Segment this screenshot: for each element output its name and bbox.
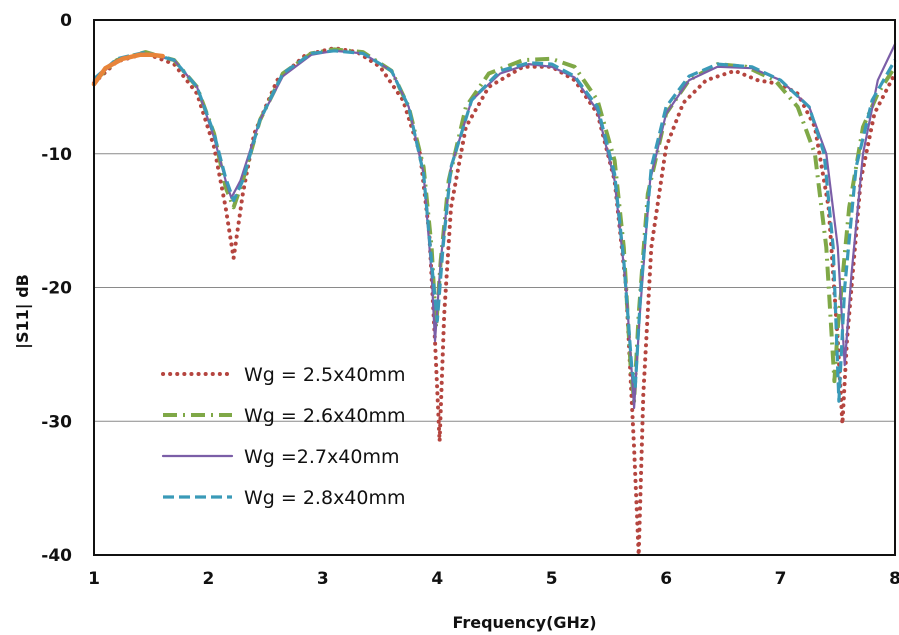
grid-lines: [94, 153, 895, 422]
legend: Wg = 2.5x40mm Wg = 2.6x40mm Wg =2.7x40mm Wg…: [161, 364, 406, 509]
legend-label-2: Wg = 2.6x40mm: [244, 405, 406, 427]
y-tick-labels: 0 -10 -20 -30 -40: [41, 11, 72, 566]
legend-label-1: Wg = 2.5x40mm: [244, 364, 406, 386]
x-tick-label: 8: [889, 569, 899, 589]
y-tick-label: 0: [60, 11, 72, 31]
x-tick-label: 7: [775, 569, 787, 589]
y-axis-label: |S11| dB: [13, 274, 33, 349]
legend-label-4: Wg = 2.8x40mm: [244, 487, 406, 509]
y-tick-label: -40: [41, 546, 72, 566]
series-line-4: [92, 49, 897, 403]
y-tick-label: -20: [41, 279, 72, 299]
series-line-3: [92, 43, 897, 409]
y-tick-label: -30: [41, 412, 72, 432]
y-tick-label: -10: [41, 145, 72, 165]
highlight-segment: [91, 52, 165, 87]
x-tick-label: 5: [546, 569, 558, 589]
x-tick-label: 2: [203, 569, 215, 589]
x-tick-label: 3: [317, 569, 329, 589]
series-layer: [91, 43, 897, 557]
x-tick-label: 6: [660, 569, 672, 589]
series-line-2: [92, 47, 897, 404]
x-tick-label: 1: [88, 569, 100, 589]
series-line-1: [92, 46, 897, 557]
x-tick-labels: 1 2 3 4 5 6 7 8: [88, 569, 899, 589]
x-axis-label: Frequency(GHz): [452, 613, 596, 632]
x-tick-label: 4: [431, 569, 443, 589]
plot-frame: [93, 19, 896, 556]
legend-label-3: Wg =2.7x40mm: [244, 446, 399, 468]
